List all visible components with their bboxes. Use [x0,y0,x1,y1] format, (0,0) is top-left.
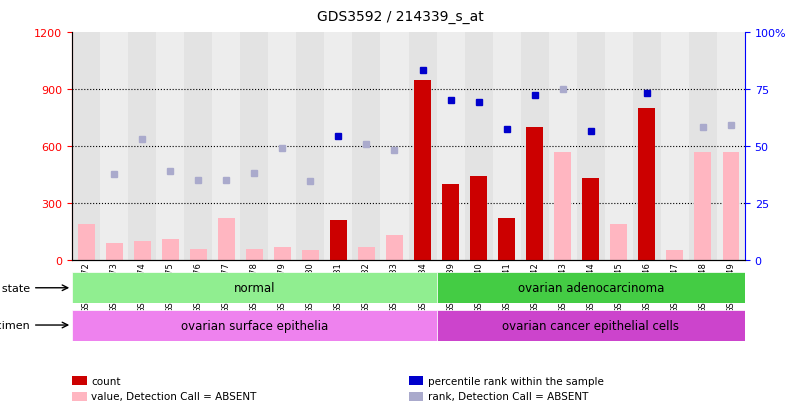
Bar [414,81,431,260]
Bar [526,128,543,260]
Bar [661,33,689,260]
Text: normal: normal [234,282,275,294]
Bar [190,250,207,260]
Bar [605,33,633,260]
Bar [162,240,179,260]
Bar [442,185,459,260]
Bar [358,248,375,260]
Bar [470,177,487,260]
Bar [128,33,156,260]
Bar [582,179,599,260]
Bar [437,310,745,341]
Text: disease state: disease state [0,283,30,293]
Bar [296,33,324,260]
Bar [498,218,515,260]
Bar [302,251,319,260]
Bar [218,218,235,260]
Bar [437,273,745,304]
Text: count: count [91,376,121,386]
Bar [689,33,717,260]
Bar [380,33,409,260]
Bar [610,224,627,260]
Bar [134,241,151,260]
Bar [638,109,655,260]
Bar [72,273,437,304]
Text: ovarian cancer epithelial cells: ovarian cancer epithelial cells [502,319,679,332]
Bar [549,33,577,260]
Bar [212,33,240,260]
Bar [386,235,403,260]
Bar [72,310,437,341]
Bar [106,243,123,260]
Bar [268,33,296,260]
Text: ovarian surface epithelia: ovarian surface epithelia [181,319,328,332]
Bar [184,33,212,260]
Bar [521,33,549,260]
Text: ovarian adenocarcinoma: ovarian adenocarcinoma [517,282,664,294]
Bar [324,33,352,260]
Text: specimen: specimen [0,320,30,330]
Bar [100,33,128,260]
Text: rank, Detection Call = ABSENT: rank, Detection Call = ABSENT [428,392,588,401]
Bar [437,33,465,260]
Bar [246,250,263,260]
Bar [577,33,605,260]
Bar [156,33,184,260]
Bar [723,152,739,260]
Bar [409,33,437,260]
Bar [274,248,291,260]
Text: percentile rank within the sample: percentile rank within the sample [428,376,604,386]
Bar [78,224,95,260]
Bar [493,33,521,260]
Bar [666,251,683,260]
Bar [694,152,711,260]
Text: GDS3592 / 214339_s_at: GDS3592 / 214339_s_at [317,10,484,24]
Bar [352,33,380,260]
Bar [717,33,745,260]
Bar [330,221,347,260]
Text: value, Detection Call = ABSENT: value, Detection Call = ABSENT [91,392,256,401]
Bar [554,152,571,260]
Bar [72,33,100,260]
Bar [633,33,661,260]
Bar [465,33,493,260]
Bar [240,33,268,260]
